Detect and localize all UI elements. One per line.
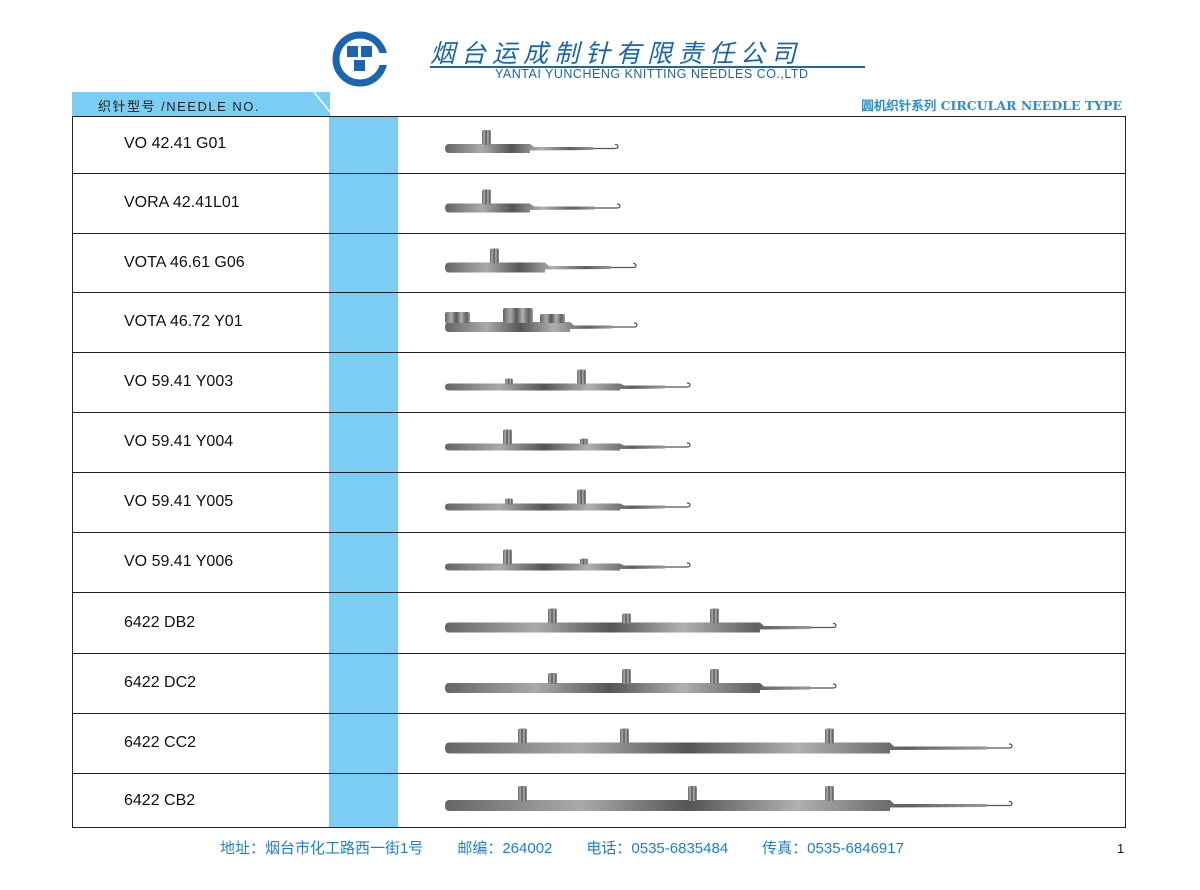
table-row: 6422 DC2 (72, 653, 1126, 713)
needle-no-header: 织针型号 /NEEDLE NO. (98, 99, 260, 114)
needle-image (445, 728, 1013, 754)
needle-number: VO 42.41 G01 (124, 134, 227, 152)
phone: 电话：0535-6835484 (586, 840, 729, 857)
needle-hook (665, 502, 691, 508)
company-name-cn: 烟台运成制针有限责任公司 (430, 39, 803, 68)
table-row: 6422 CB2 (72, 773, 1126, 828)
needle-hook (665, 442, 691, 448)
needle-number: 6422 DB2 (124, 613, 196, 631)
table-row: VOTA 46.61 G06 (72, 233, 1126, 292)
needle-image (445, 608, 837, 633)
needle-no-tab (72, 92, 330, 116)
needle-hook (987, 800, 1013, 807)
needle-image (445, 189, 621, 213)
needle-image (445, 369, 691, 391)
needle-hook (811, 622, 837, 629)
needle-image (445, 669, 837, 693)
needle-hook (595, 203, 621, 209)
table-row: VO 59.41 Y006 (72, 532, 1126, 592)
table-row: VO 59.41 Y005 (72, 472, 1126, 532)
needle-image (445, 489, 691, 511)
needle-number: VOTA 46.72 Y01 (124, 313, 243, 330)
needle-hook (593, 143, 619, 150)
postcode: 邮编：264002 (457, 840, 553, 857)
needle-image (445, 429, 691, 451)
needle-hook (612, 322, 638, 328)
needle-image (445, 786, 1013, 811)
needle-number: VO 59.41 Y003 (124, 373, 234, 390)
needle-number: VO 59.41 Y004 (124, 433, 234, 450)
needle-number: VORA 42.41L01 (124, 194, 240, 211)
tab-corner (300, 92, 330, 116)
needle-hook (665, 382, 691, 388)
needle-number: 6422 DC2 (124, 674, 197, 691)
table-row: 6422 DB2 (72, 592, 1126, 653)
needle-number: VOTA 46.61 G06 (124, 253, 245, 271)
series-title: 圆机织针系列 CIRCULAR NEEDLE TYPE (861, 98, 1122, 113)
table-row: VOTA 46.72 Y01 (72, 292, 1126, 352)
table-row: VORA 42.41L01 (72, 173, 1126, 233)
divider (430, 66, 865, 68)
needle-hook (665, 562, 691, 568)
needle-hook (811, 683, 837, 689)
address: 地址：烟台市化工路西一街1号 (220, 840, 424, 857)
needle-number: VO 59.41 Y005 (124, 493, 234, 510)
company-logo (332, 31, 388, 87)
table-row: VO 59.41 Y004 (72, 412, 1126, 472)
table-row: 6422 CC2 (72, 713, 1126, 773)
page-number: 1 (1117, 841, 1125, 856)
needle-number: VO 59.41 Y006 (124, 553, 234, 570)
table-row: VO 59.41 Y003 (72, 352, 1126, 412)
fax: 传真：0535-6846917 (762, 840, 904, 857)
needle-image (445, 130, 619, 153)
company-name-en: YANTAI YUNCHENG KNITTING NEEDLES CO.,LTD (495, 67, 809, 81)
needle-image (445, 308, 638, 332)
needle-image (445, 248, 637, 273)
needle-number: 6422 CC2 (124, 734, 197, 751)
needle-hook (611, 262, 637, 269)
table-row: VO 42.41 G01 (72, 116, 1126, 173)
needle-number: 6422 CB2 (124, 791, 196, 809)
needle-image (445, 549, 691, 571)
footer: 地址：烟台市化工路西一街1号 邮编：264002 电话：0535-6835484 传真… (220, 837, 938, 858)
needle-hook (987, 743, 1013, 749)
